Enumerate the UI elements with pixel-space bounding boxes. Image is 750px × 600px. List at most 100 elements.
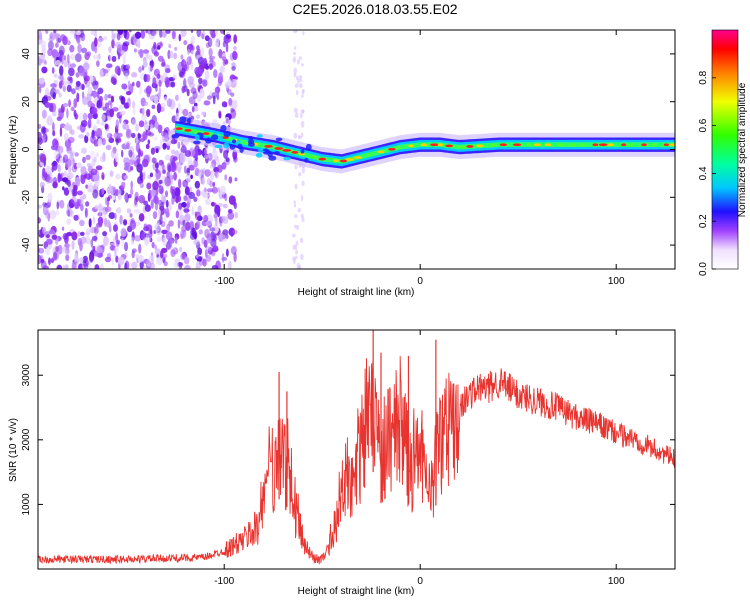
noise-speck (191, 105, 195, 113)
ridge-blob (205, 137, 213, 144)
noise-speck (225, 34, 232, 40)
ridge-peak (544, 143, 552, 147)
noise-speck (52, 92, 56, 100)
noise-speck (63, 60, 68, 68)
noise-speck (163, 96, 168, 103)
noise-speck (204, 228, 210, 239)
spectrogram-noise-layer (38, 30, 306, 269)
noise-speck (47, 192, 53, 203)
noise-speck (90, 168, 98, 176)
noise-speck (127, 80, 131, 91)
noise-speck (82, 193, 87, 200)
ridge-blob (247, 142, 255, 147)
noise-speck (111, 149, 116, 159)
noise-speck (107, 196, 111, 202)
noise-speck (164, 154, 172, 161)
noise-speck (211, 264, 219, 269)
noise-speck (52, 138, 58, 148)
noise-speck (213, 212, 218, 219)
noise-speck (49, 229, 55, 235)
noise-speck (233, 34, 238, 44)
ridge-blob (192, 140, 201, 145)
noise-speck (293, 200, 297, 204)
noise-speck (76, 190, 83, 196)
noise-speck (151, 254, 154, 265)
noise-speck (148, 54, 153, 62)
noise-speck (137, 254, 144, 263)
noise-speck (196, 189, 201, 197)
noise-speck (56, 201, 60, 210)
noise-speck (294, 224, 297, 229)
noise-speck (300, 194, 304, 202)
noise-speck (184, 186, 190, 196)
noise-speck (293, 67, 298, 75)
noise-speck (207, 152, 213, 161)
noise-speck (143, 101, 149, 106)
noise-speck (125, 90, 132, 96)
noise-speck (131, 250, 135, 259)
ridge-peak (621, 143, 627, 147)
noise-speck (179, 215, 186, 221)
noise-speck (120, 50, 127, 59)
ridge-peak (445, 144, 454, 148)
ridge-peak (309, 155, 319, 159)
noise-speck (80, 147, 87, 154)
noise-speck (119, 104, 124, 110)
noise-speck (178, 202, 183, 210)
snr-panel: -100 0 100 1000 2000 3000 Height of straight … (8, 329, 676, 597)
noise-speck (228, 97, 233, 106)
noise-speck (69, 152, 74, 163)
ridge-peak (592, 143, 599, 147)
noise-speck (159, 214, 163, 225)
colorbar-tick-label: 0.2 (698, 214, 709, 228)
noise-speck (164, 76, 170, 85)
noise-speck (218, 48, 223, 59)
noise-speck (82, 112, 88, 121)
noise-speck (87, 112, 94, 120)
noise-speck (44, 87, 50, 97)
noise-speck (68, 199, 75, 209)
noise-speck (80, 204, 84, 212)
noise-speck (195, 261, 201, 269)
ridge-peak (663, 143, 669, 147)
noise-speck (206, 188, 214, 193)
noise-speck (121, 83, 128, 90)
noise-speck (71, 231, 78, 241)
noise-speck (66, 146, 73, 154)
noise-speck (183, 78, 187, 88)
noise-speck (138, 120, 145, 128)
noise-speck (135, 133, 139, 145)
noise-speck (93, 37, 98, 47)
noise-speck (74, 204, 78, 210)
noise-speck (301, 94, 304, 98)
noise-speck (110, 76, 116, 84)
noise-speck (138, 66, 142, 73)
noise-speck (106, 132, 113, 139)
noise-speck (169, 239, 175, 244)
noise-speck (123, 175, 129, 180)
noise-speck (150, 199, 154, 209)
noise-speck (80, 236, 87, 244)
noise-speck (98, 203, 103, 213)
noise-speck (148, 194, 153, 200)
noise-speck (151, 45, 158, 55)
noise-speck (58, 45, 65, 56)
noise-speck (170, 185, 173, 194)
noise-speck (145, 144, 150, 150)
spectrogram-ridge-layer (171, 116, 675, 174)
ridge-peak (318, 157, 327, 161)
noise-speck (190, 87, 197, 94)
noise-speck (224, 174, 228, 181)
noise-speck (71, 240, 75, 250)
noise-speck (166, 131, 174, 141)
noise-speck (121, 237, 124, 248)
noise-speck (141, 107, 145, 116)
noise-speck (165, 68, 171, 74)
noise-speck (55, 42, 59, 48)
noise-speck (225, 42, 229, 53)
noise-speck (126, 142, 130, 150)
noise-speck (144, 123, 149, 131)
noise-speck (198, 171, 202, 179)
noise-speck (231, 62, 236, 67)
noise-speck (134, 235, 142, 242)
